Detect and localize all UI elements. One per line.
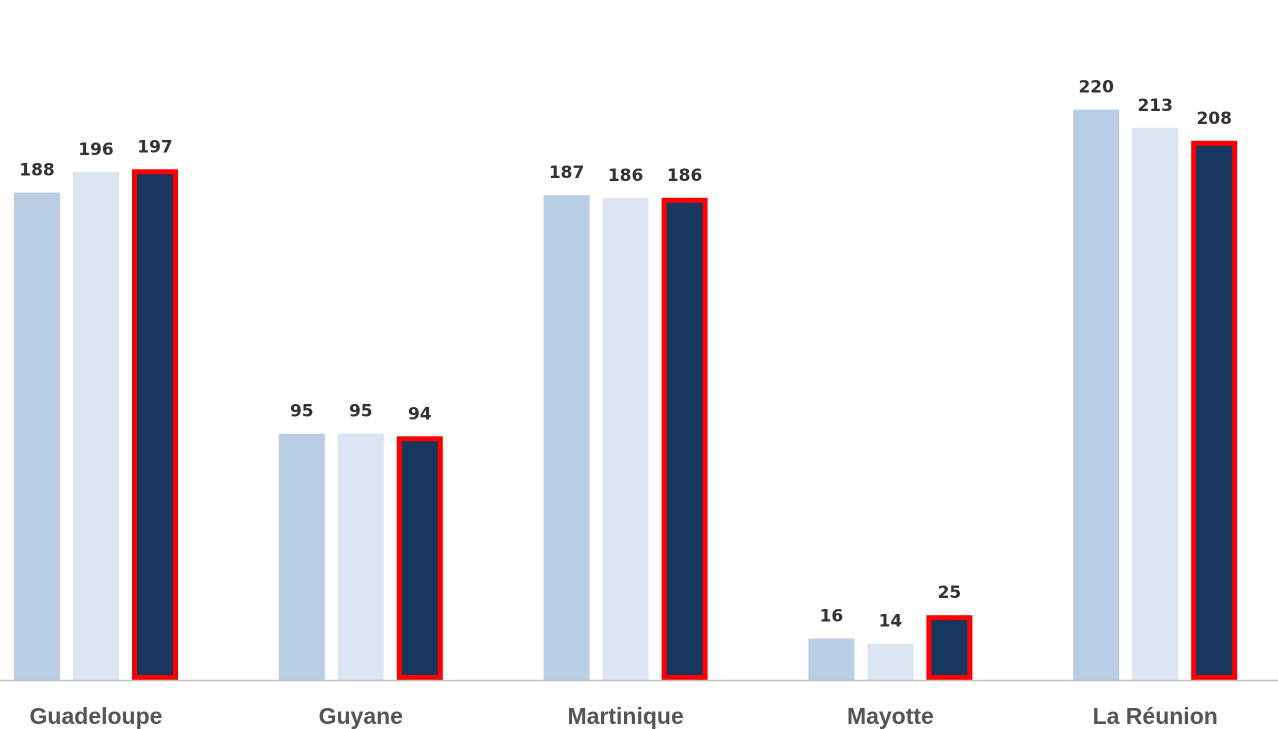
value-label: 95 <box>290 402 314 422</box>
bar-martinique-s1 <box>543 195 590 680</box>
value-label: 25 <box>938 583 962 603</box>
value-label: 188 <box>19 161 55 181</box>
category-label: Guyane <box>319 703 403 729</box>
category-label: Mayotte <box>847 703 934 729</box>
value-label: 197 <box>137 137 173 157</box>
value-label: 186 <box>608 166 644 186</box>
value-label: 208 <box>1196 109 1232 129</box>
value-label: 14 <box>879 612 903 632</box>
bar-guyane-s3 <box>396 436 443 680</box>
bar-guadeloupe-s1 <box>14 192 60 681</box>
bar-la-r-union-s1 <box>1073 109 1120 680</box>
value-label: 16 <box>820 607 844 627</box>
value-label: 213 <box>1137 96 1173 116</box>
value-label: 196 <box>78 140 114 160</box>
bars-layer <box>14 109 1238 681</box>
value-label: 95 <box>349 402 373 422</box>
bar-mayotte-s3 <box>926 615 973 680</box>
bar-guadeloupe-s2 <box>73 171 119 680</box>
bar-martinique-s3 <box>661 197 708 680</box>
bar-martinique-s2 <box>602 197 649 681</box>
value-label: 94 <box>408 404 432 424</box>
category-labels-layer: Guadeloupe Guyane Martinique Mayotte La Réun… <box>30 703 1218 729</box>
value-label: 186 <box>667 166 703 186</box>
bar-la-r-union-s3 <box>1191 140 1238 680</box>
category-label: Guadeloupe <box>30 703 163 729</box>
value-label: 220 <box>1078 78 1114 98</box>
bar-mayotte-s1 <box>808 638 855 680</box>
category-label: La Réunion <box>1093 703 1218 729</box>
bar-guadeloupe-s3 <box>132 169 178 680</box>
value-label: 187 <box>549 163 585 183</box>
bar-guyane-s1 <box>278 433 325 680</box>
bar-la-r-union-s2 <box>1132 127 1179 681</box>
category-label: Martinique <box>567 703 683 729</box>
bar-guyane-s2 <box>337 433 384 680</box>
value-labels-layer: 188 196 197 95 95 94 187 186 186 16 14 25 220 213 208 <box>19 78 1232 632</box>
bar-mayotte-s2 <box>867 643 914 680</box>
